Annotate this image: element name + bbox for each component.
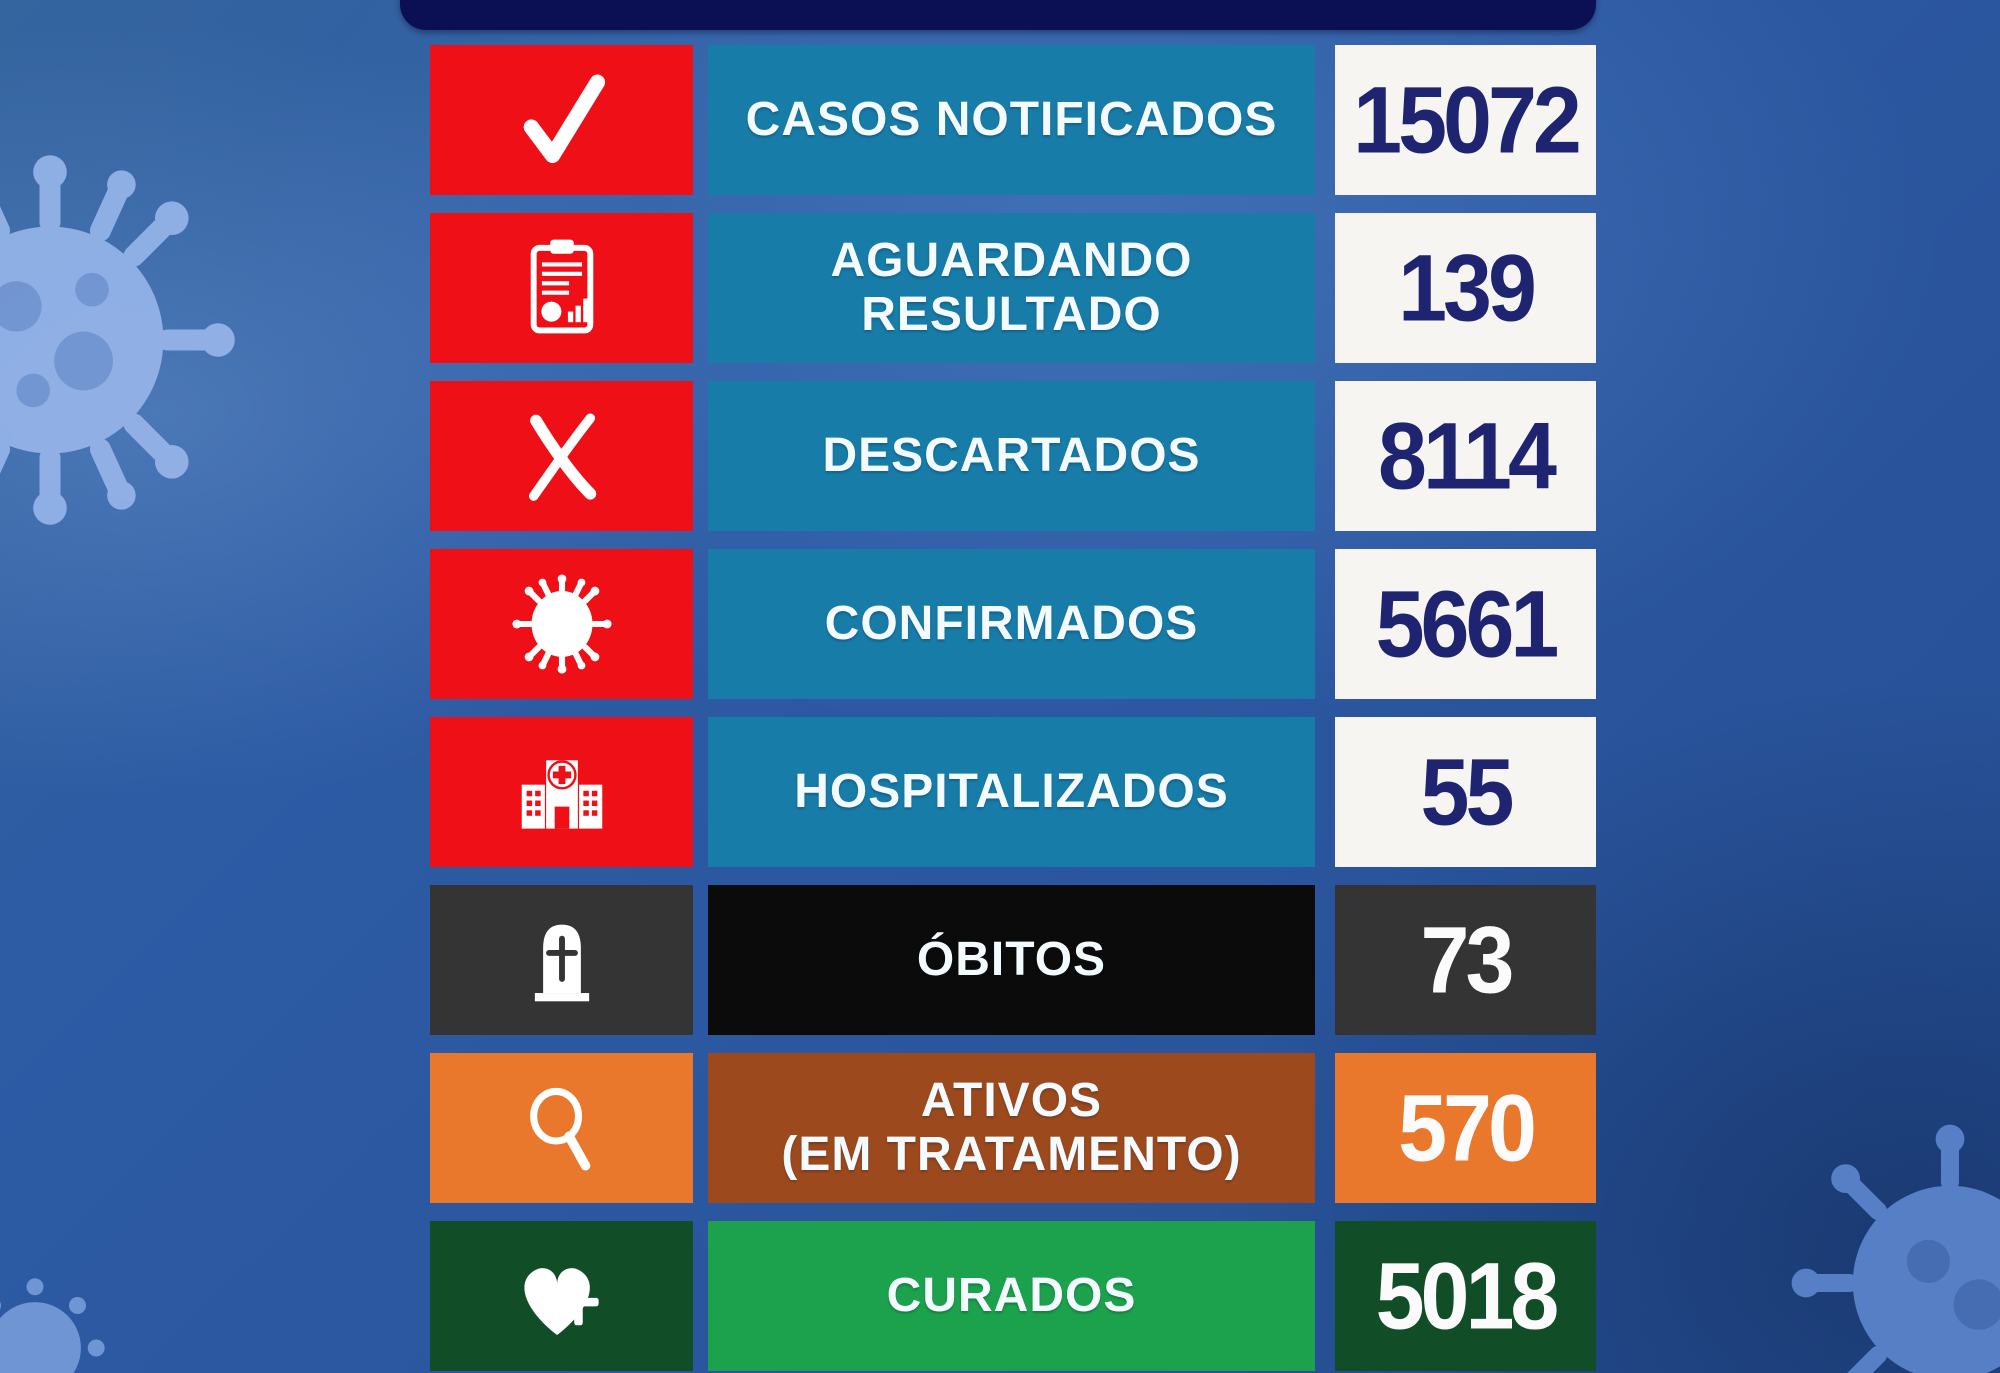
x-mark-icon-tile xyxy=(430,381,693,531)
coronavirus-decoration xyxy=(0,130,260,550)
hospital-icon-tile xyxy=(430,717,693,867)
clipboard-report-icon xyxy=(530,239,593,334)
stat-label: CURADOS xyxy=(886,1269,1137,1323)
stat-value: 5661 xyxy=(1375,570,1560,677)
stat-label-tile: AGUARDANDO RESULTADO xyxy=(708,213,1315,363)
tombstone-icon xyxy=(534,924,589,1002)
coronavirus-decoration xyxy=(1770,1103,2000,1373)
x-mark-icon xyxy=(528,413,596,501)
stat-value: 8114 xyxy=(1378,402,1557,509)
stat-row-confirmados: CONFIRMADOS 5661 xyxy=(0,549,2000,699)
stat-label-tile: CASOS NOTIFICADOS xyxy=(708,45,1315,195)
stat-row-hospitalizados: HOSPITALIZADOS 55 xyxy=(0,717,2000,867)
stat-label: HOSPITALIZADOS xyxy=(794,765,1229,819)
stat-value: 15072 xyxy=(1353,66,1582,173)
stat-row-curados: CURADOS 5018 xyxy=(0,1221,2000,1371)
stat-label: ÓBITOS xyxy=(916,933,1107,987)
stat-value-tile: 73 xyxy=(1335,885,1596,1035)
stat-label-tile: CONFIRMADOS xyxy=(708,549,1315,699)
stat-row-obitos: ÓBITOS 73 xyxy=(0,885,2000,1035)
stat-value: 73 xyxy=(1420,906,1515,1013)
stat-label: CONFIRMADOS xyxy=(824,597,1199,651)
stat-label-tile: DESCARTADOS xyxy=(708,381,1315,531)
stat-label-tile: CURADOS xyxy=(708,1221,1315,1371)
stat-value: 5018 xyxy=(1375,1242,1560,1349)
stat-value-tile: 5661 xyxy=(1335,549,1596,699)
clipboard-report-icon-tile xyxy=(430,213,693,363)
stat-value-tile: 139 xyxy=(1335,213,1596,363)
virus-icon-tile xyxy=(430,549,693,699)
checkmark-icon-tile xyxy=(430,45,693,195)
checkmark-icon xyxy=(523,74,605,164)
virus-icon xyxy=(511,574,612,674)
stat-label: DESCARTADOS xyxy=(822,429,1201,483)
stat-label: CASOS NOTIFICADOS xyxy=(745,93,1278,147)
stat-value: 55 xyxy=(1420,738,1515,845)
top-banner xyxy=(400,0,1596,30)
stat-row-casos-notificados: CASOS NOTIFICADOS 15072 xyxy=(0,45,2000,195)
stat-row-descartados: DESCARTADOS 8114 xyxy=(0,381,2000,531)
stat-label-tile: ATIVOS (EM TRATAMENTO) xyxy=(708,1053,1315,1203)
stat-value-tile: 570 xyxy=(1335,1053,1596,1203)
stat-label-tile: HOSPITALIZADOS xyxy=(708,717,1315,867)
coronavirus-decoration xyxy=(0,1263,120,1373)
stat-value-tile: 15072 xyxy=(1335,45,1596,195)
magnifier-icon-tile xyxy=(430,1053,693,1203)
stat-label: ATIVOS (EM TRATAMENTO) xyxy=(781,1074,1242,1181)
stat-row-ativos: ATIVOS (EM TRATAMENTO) 570 xyxy=(0,1053,2000,1203)
heart-plus-icon xyxy=(523,1268,599,1336)
tombstone-icon-tile xyxy=(430,885,693,1035)
magnifier-icon xyxy=(529,1087,590,1171)
stat-value-tile: 8114 xyxy=(1335,381,1596,531)
stat-value-tile: 55 xyxy=(1335,717,1596,867)
stat-label: AGUARDANDO RESULTADO xyxy=(830,234,1193,341)
stat-value: 570 xyxy=(1398,1074,1537,1181)
stat-value: 139 xyxy=(1398,234,1537,341)
stat-row-aguardando-resultado: AGUARDANDO RESULTADO 139 xyxy=(0,213,2000,363)
hospital-icon xyxy=(521,760,602,829)
stat-value-tile: 5018 xyxy=(1335,1221,1596,1371)
stat-label-tile: ÓBITOS xyxy=(708,885,1315,1035)
heart-plus-icon-tile xyxy=(430,1221,693,1371)
